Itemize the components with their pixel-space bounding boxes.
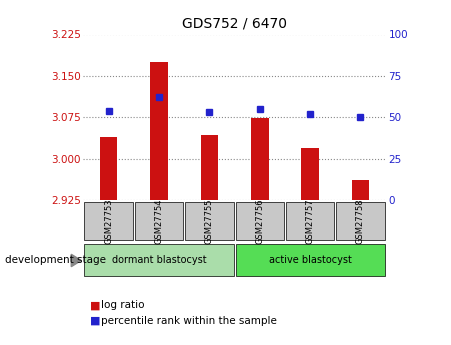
Bar [352,180,369,200]
Text: ■: ■ [90,316,101,326]
Bar [201,135,218,200]
Text: GSM27754: GSM27754 [155,198,163,244]
Text: GSM27755: GSM27755 [205,198,214,244]
Bar [100,137,117,200]
Bar [84,244,234,276]
Text: ■: ■ [90,300,101,310]
Bar [150,62,168,200]
Bar [235,244,385,276]
Bar [135,201,183,240]
Polygon shape [71,254,81,267]
Title: GDS752 / 6470: GDS752 / 6470 [182,17,287,31]
Bar [185,201,234,240]
Text: GSM27756: GSM27756 [255,198,264,244]
Text: dormant blastocyst: dormant blastocyst [112,255,206,265]
Text: log ratio: log ratio [101,300,145,310]
Bar [286,201,334,240]
Bar [235,201,284,240]
Text: GSM27753: GSM27753 [104,198,113,244]
Text: GSM27757: GSM27757 [306,198,314,244]
Text: development stage: development stage [5,256,106,265]
Text: percentile rank within the sample: percentile rank within the sample [101,316,277,326]
Bar [84,201,133,240]
Text: active blastocyst: active blastocyst [269,255,351,265]
Text: GSM27758: GSM27758 [356,198,365,244]
Bar [251,118,268,200]
Bar [301,148,319,200]
Bar [336,201,385,240]
